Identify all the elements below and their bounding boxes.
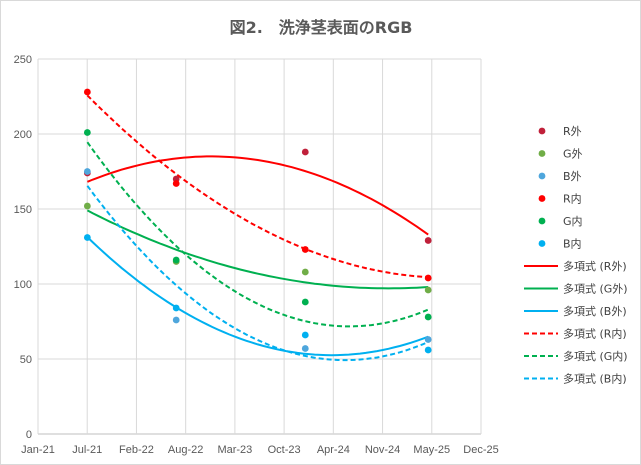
trendline (86, 236, 429, 357)
data-point (301, 298, 309, 306)
trendline (86, 185, 429, 362)
x-tick-label: Nov-24 (365, 444, 400, 456)
legend-label: R内 (563, 192, 582, 206)
x-tick-label: Feb-22 (119, 444, 154, 456)
data-point (424, 346, 432, 354)
data-point (83, 129, 91, 136)
x-tick-label: Apr-24 (317, 444, 350, 456)
legend-marker (538, 150, 546, 157)
data-point (424, 286, 432, 294)
legend-label: G内 (563, 214, 583, 228)
trendline (86, 141, 429, 328)
y-tick-label: 50 (20, 354, 32, 366)
data-point (424, 274, 432, 282)
data-point (172, 256, 180, 264)
legend-label: B外 (563, 170, 582, 183)
data-point (301, 148, 309, 156)
x-tick-label: Mar-23 (217, 444, 252, 456)
trendlines (86, 94, 429, 362)
legend-marker (538, 217, 546, 225)
legend-label: 多項式 (G外) (563, 282, 628, 296)
trendline (86, 209, 429, 290)
y-tick-label: 200 (14, 129, 32, 141)
legend-label: 多項式 (R内) (563, 327, 627, 341)
data-point (301, 345, 309, 352)
data-point (172, 180, 180, 187)
trendline (86, 94, 429, 279)
data-point (83, 202, 91, 210)
trendline (87, 155, 429, 236)
legend-label: 多項式 (G内) (563, 349, 628, 363)
data-point (301, 331, 309, 339)
data-point (301, 268, 309, 276)
y-tick-label: 150 (14, 204, 32, 216)
legend-label: G外 (563, 148, 583, 161)
legend-label: 多項式 (B内) (563, 372, 627, 386)
x-tick-label: Dec-25 (463, 444, 498, 456)
x-tick-label: Aug-22 (168, 444, 203, 456)
y-tick-label: 250 (14, 54, 32, 66)
legend-label: B内 (563, 237, 582, 251)
x-tick-label: May-25 (413, 444, 450, 456)
y-tick-label: 0 (26, 429, 32, 441)
legend-label: 多項式 (B外) (563, 304, 627, 318)
data-point (83, 88, 91, 96)
axes: 0 50 100 150 200 250 Jan-21 Jul-21 Feb-22 Aug-22 M… (14, 54, 499, 456)
legend-label: 多項式 (R外) (563, 259, 627, 273)
y-tick-label: 100 (14, 279, 32, 291)
data-point (83, 168, 91, 175)
data-points (83, 88, 432, 354)
legend-marker (538, 172, 546, 180)
data-point (424, 313, 432, 321)
chart-title: 図2. 洗浄茎表面のRGB (230, 18, 413, 37)
data-point (424, 336, 432, 343)
data-point (172, 304, 180, 312)
legend-marker (538, 240, 546, 247)
grid-lines (37, 58, 482, 435)
data-point (301, 246, 309, 253)
legend-marker (538, 195, 546, 202)
x-tick-label: Jan-21 (21, 444, 55, 456)
legend-label: R外 (563, 125, 582, 138)
data-point (424, 237, 432, 244)
data-point (172, 316, 180, 324)
legend-marker (538, 127, 546, 135)
x-tick-label: Oct-23 (268, 444, 301, 456)
data-point (83, 234, 91, 241)
x-tick-label: Jul-21 (72, 444, 102, 456)
